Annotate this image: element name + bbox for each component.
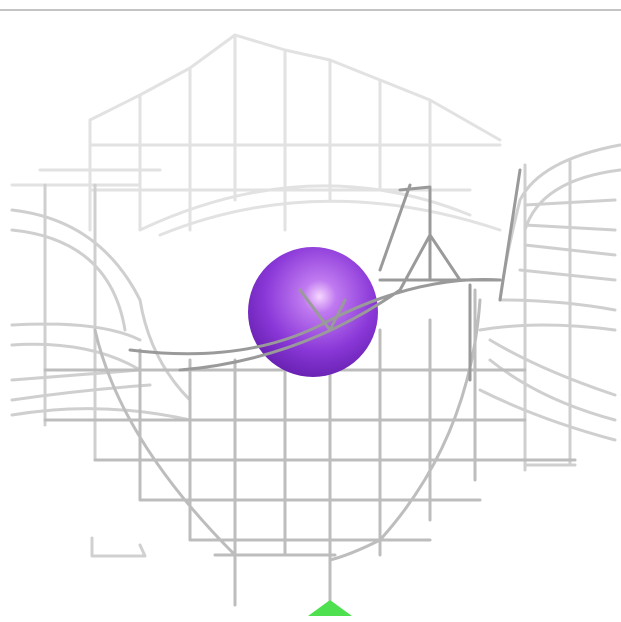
mesh-left-fan	[10, 183, 192, 462]
mesh-back	[10, 33, 502, 237]
ion-sphere	[248, 247, 378, 377]
mesh-right-fan	[478, 143, 621, 472]
mesh-front	[128, 168, 522, 382]
bracket	[90, 536, 147, 558]
axis-arrow	[308, 600, 352, 616]
